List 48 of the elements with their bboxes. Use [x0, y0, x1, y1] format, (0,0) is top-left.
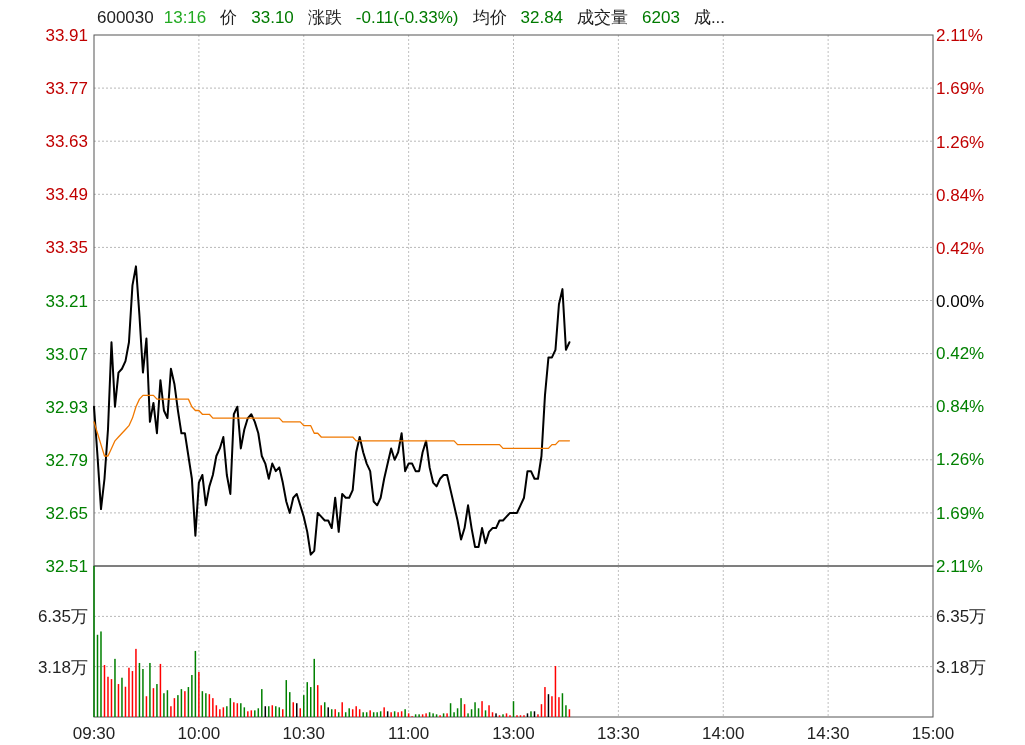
- text: 32.84: [520, 8, 564, 27]
- y2-tick-label: 1.69%: [936, 78, 985, 98]
- text: -0.11(-0.33%): [355, 8, 459, 27]
- y2-tick-label: 0.00%: [936, 291, 985, 311]
- y-tick-label: 6.35万: [37, 607, 88, 627]
- y-tick-label: 3.18万: [37, 657, 88, 677]
- y-tick-label: 33.49: [45, 185, 88, 205]
- y-tick-label: 33.77: [45, 79, 88, 99]
- text: 涨跌: [307, 8, 342, 27]
- x-tick-label: 14:00: [701, 724, 745, 743]
- line-series: [93, 265, 571, 556]
- x-tick-label: 15:00: [911, 724, 955, 743]
- y2-tick-label: 2.11%: [936, 26, 983, 45]
- y-tick-label: 33.91: [45, 26, 88, 45]
- y2-tick-label: 0.42%: [936, 238, 985, 258]
- text: 13:16: [163, 8, 207, 27]
- text: 成...: [693, 8, 726, 27]
- x-tick-label: 14:30: [806, 724, 850, 743]
- y2-tick-label: 3.18万: [936, 657, 987, 677]
- y2-tick-label: 2.11%: [936, 557, 983, 576]
- y-tick-label: 32.93: [45, 397, 88, 417]
- y2-tick-label: 0.42%: [936, 344, 985, 364]
- y-tick-label: 32.65: [45, 503, 88, 523]
- text: 均价: [471, 8, 507, 27]
- y-tick-label: 33.07: [45, 344, 88, 364]
- y-tick-label: 33.21: [45, 291, 88, 311]
- text: 价: [219, 8, 238, 27]
- x-tick-label: 13:00: [492, 724, 535, 743]
- y2-tick-label: 1.26%: [936, 132, 985, 152]
- y2-tick-label: 6.35万: [936, 607, 987, 627]
- x-tick-label: 09:30: [72, 724, 116, 743]
- text: 33.10: [251, 8, 294, 27]
- y2-tick-label: 0.84%: [936, 397, 985, 417]
- y-tick-label: 33.63: [45, 132, 88, 152]
- x-tick-label: 10:30: [282, 724, 326, 743]
- x-tick-label: 11:00: [387, 724, 430, 743]
- x-tick-label: 10:00: [177, 724, 221, 743]
- y-tick-label: 32.51: [45, 557, 88, 576]
- y-tick-label: 32.79: [45, 450, 88, 470]
- y-tick-label: 33.35: [45, 238, 88, 258]
- text: 6203: [642, 8, 680, 27]
- y2-tick-label: 0.84%: [936, 185, 985, 205]
- chart-title: 600030: [97, 8, 154, 27]
- y2-tick-label: 1.69%: [936, 504, 985, 524]
- line-series: [93, 394, 571, 457]
- text: 成交量: [577, 8, 629, 27]
- x-tick-label: 13:30: [597, 724, 640, 743]
- y2-tick-label: 1.26%: [936, 450, 985, 470]
